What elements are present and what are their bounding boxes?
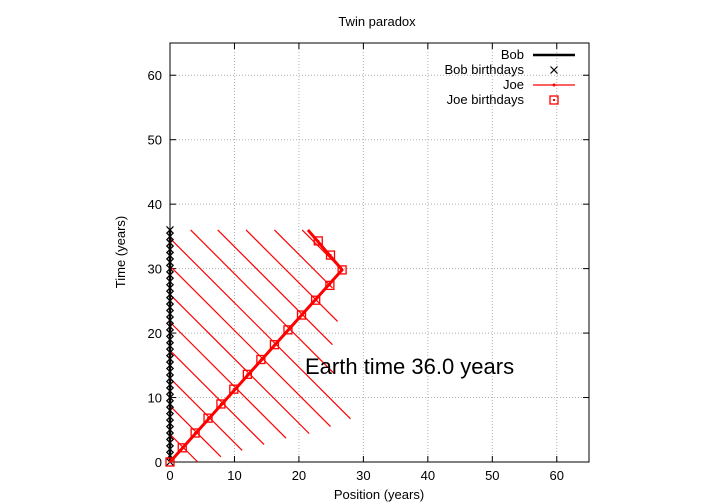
bob-birthday-marker — [166, 238, 174, 247]
joe-birthday-marker — [269, 340, 280, 350]
bob-birthday-marker — [166, 290, 174, 299]
joe-birthday-marker — [203, 413, 213, 423]
joe-birthday-marker — [177, 443, 187, 453]
bob-birthday-marker — [166, 445, 174, 454]
joe-birthday-marker — [313, 236, 323, 246]
bob-birthday-marker — [166, 361, 174, 370]
joe-birthday-marker — [165, 457, 175, 467]
signal-line — [274, 229, 333, 289]
tick-labels: 0 10 20 30 40 50 60 0 10 20 30 40 50 60 — [148, 68, 564, 483]
bob-birthday-marker — [166, 393, 174, 402]
bob-birthday-marker — [166, 425, 174, 434]
legend-label-joe: Joe — [503, 77, 524, 92]
bob-birthday-marker — [166, 303, 174, 312]
bob-birthday-marker — [166, 367, 174, 376]
signal-line — [217, 229, 333, 346]
legend-sample-joe-birthdays — [549, 95, 559, 105]
bob-birthday-marker — [166, 354, 174, 363]
bob-birthday-marker — [166, 406, 174, 415]
joe-birthday-marker — [296, 310, 307, 320]
signal-line — [169, 265, 331, 427]
bob-birthday-marker — [166, 271, 174, 279]
joe-birthday-marker — [256, 354, 266, 365]
joe-birthday-marker — [325, 250, 336, 260]
y-tick-label: 20 — [148, 326, 162, 341]
joe-birthday-marker — [229, 384, 239, 394]
joe-birthday-marker — [283, 325, 293, 335]
legend-sample-bob-birthdays — [550, 66, 558, 74]
y-tick-label: 50 — [148, 133, 162, 148]
bob-birthday-marker — [166, 245, 174, 254]
signal-line — [169, 321, 287, 439]
bob-birthday-marker — [166, 322, 174, 331]
signal-line — [169, 237, 351, 420]
bob-birthday-marker — [166, 251, 174, 260]
bob-birthday-marker — [166, 226, 174, 234]
legend-label-bob: Bob — [501, 47, 524, 62]
signal-line — [190, 229, 335, 374]
x-tick-label: 30 — [356, 468, 370, 483]
x-tick-label: 50 — [485, 468, 499, 483]
bob-birthday-marker — [166, 316, 174, 325]
x-tick-label: 40 — [421, 468, 435, 483]
bob-birthday-marker — [166, 438, 174, 447]
legend-label-bob-birthdays: Bob birthdays — [445, 62, 525, 77]
x-tick-label: 60 — [550, 468, 564, 483]
y-tick-label: 40 — [148, 197, 162, 212]
bob-birthday-marker — [166, 342, 174, 350]
y-tick-label: 30 — [148, 262, 162, 277]
signal-line — [169, 293, 310, 435]
bob-birthday-marker — [166, 380, 174, 389]
joe-birthday-marker — [242, 369, 253, 379]
bob-birthday-marker — [166, 374, 174, 383]
bob-birthday-marker — [166, 264, 174, 273]
bob-birthday-marker — [166, 348, 174, 357]
plot-area — [165, 226, 351, 467]
bob-birthday-marker — [166, 387, 174, 396]
signal-line — [169, 350, 265, 446]
x-tick-label: 20 — [292, 468, 306, 483]
axis-ticks — [169, 43, 589, 463]
plot-frame — [169, 42, 590, 463]
bob-birthday-marker — [166, 309, 174, 318]
bob-birthday-marker — [166, 432, 174, 441]
x-tick-label: 10 — [227, 468, 241, 483]
bob-birthday-marker — [166, 419, 174, 428]
y-tick-label: 10 — [148, 391, 162, 406]
bob-birthday-marker — [166, 232, 174, 241]
y-tick-label: 0 — [155, 455, 162, 470]
y-tick-label: 60 — [148, 68, 162, 83]
chart-title: Twin paradox — [338, 14, 416, 29]
bob-birthday-marker — [166, 335, 174, 344]
y-axis-label: Time (years) — [113, 216, 128, 288]
signal-line — [245, 229, 339, 322]
bob-birthday-marker — [166, 400, 174, 408]
legend-sample-dot-joe — [552, 83, 556, 87]
bob-birthday-marker — [166, 329, 174, 338]
bob-birthday-marker — [166, 412, 174, 421]
x-axis-label: Position (years) — [334, 487, 424, 502]
joe-birthday-marker — [216, 399, 226, 409]
legend-label-joe-birthdays: Joe birthdays — [447, 92, 525, 107]
bob-birthday-marker — [166, 296, 174, 305]
joe-birthday-marker — [190, 428, 200, 438]
joe-birthday-marker — [325, 280, 335, 291]
bob-birthday-marker — [166, 284, 174, 292]
joe-birthday-marker — [337, 265, 347, 275]
earth-time-annotation: Earth time 36.0 years — [305, 354, 514, 379]
bob-birthday-marker — [166, 277, 174, 286]
bob-birthday-marker — [166, 258, 174, 267]
x-tick-label: 0 — [166, 468, 173, 483]
joe-birthday-marker — [311, 295, 321, 305]
grid-lines — [170, 43, 589, 462]
